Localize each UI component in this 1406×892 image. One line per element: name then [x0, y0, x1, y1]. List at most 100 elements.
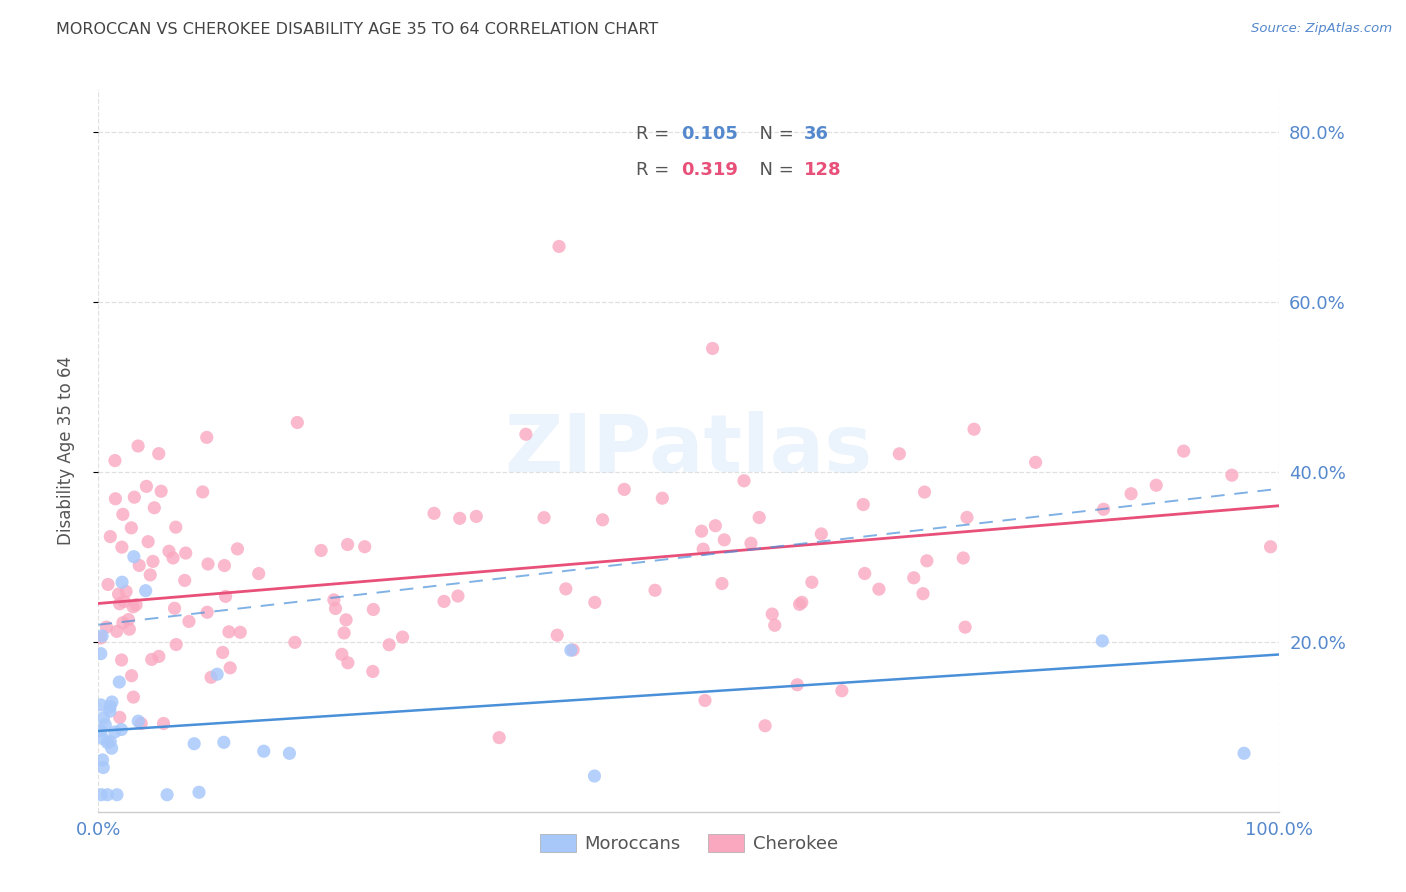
- Point: [200, 670, 222, 684]
- Point: [748, 510, 770, 524]
- Point: [110, 653, 132, 667]
- Point: [96, 788, 118, 802]
- Point: [142, 554, 165, 568]
- Point: [174, 546, 197, 560]
- Point: [100, 741, 122, 756]
- Point: [214, 558, 236, 573]
- Point: [90, 698, 112, 712]
- Point: [205, 667, 228, 681]
- Point: [118, 622, 141, 636]
- Point: [309, 543, 332, 558]
- Point: [253, 744, 276, 758]
- Y-axis label: Disability Age 35 to 64: Disability Age 35 to 64: [56, 356, 75, 545]
- Point: [952, 551, 974, 566]
- Point: [125, 598, 148, 612]
- Point: [583, 769, 606, 783]
- Point: [790, 595, 813, 609]
- Point: [1144, 478, 1167, 492]
- Point: [733, 474, 755, 488]
- Point: [336, 537, 359, 551]
- Point: [127, 439, 149, 453]
- Point: [651, 491, 673, 506]
- Point: [284, 635, 307, 649]
- Point: [533, 510, 555, 524]
- Point: [122, 599, 145, 614]
- Text: N =: N =: [748, 161, 800, 179]
- Point: [104, 491, 127, 506]
- Point: [141, 652, 163, 666]
- Point: [761, 607, 783, 621]
- Point: [90, 788, 112, 802]
- Point: [903, 571, 925, 585]
- Point: [195, 605, 218, 619]
- Point: [702, 342, 724, 356]
- Point: [129, 716, 152, 731]
- Text: R =: R =: [636, 125, 675, 144]
- Text: N =: N =: [748, 125, 800, 144]
- Point: [91, 760, 114, 774]
- Point: [108, 597, 131, 611]
- Point: [115, 584, 138, 599]
- Point: [333, 626, 356, 640]
- Point: [90, 647, 112, 661]
- Point: [91, 753, 114, 767]
- Point: [889, 447, 911, 461]
- Point: [554, 582, 576, 596]
- Point: [956, 510, 979, 524]
- Point: [148, 447, 170, 461]
- Point: [143, 500, 166, 515]
- Point: [754, 719, 776, 733]
- Text: R =: R =: [636, 161, 675, 179]
- Point: [120, 521, 142, 535]
- Point: [1173, 444, 1195, 458]
- Point: [183, 737, 205, 751]
- Point: [96, 736, 118, 750]
- Point: [548, 239, 571, 253]
- Point: [800, 575, 823, 590]
- Point: [105, 788, 128, 802]
- Point: [693, 693, 716, 707]
- Point: [108, 675, 131, 690]
- Point: [148, 649, 170, 664]
- Point: [710, 576, 733, 591]
- Point: [165, 520, 187, 534]
- Point: [852, 498, 875, 512]
- Text: MOROCCAN VS CHEROKEE DISABILITY AGE 35 TO 64 CORRELATION CHART: MOROCCAN VS CHEROKEE DISABILITY AGE 35 T…: [56, 22, 658, 37]
- Point: [93, 711, 115, 725]
- Point: [335, 613, 357, 627]
- Point: [433, 594, 456, 608]
- Point: [94, 717, 117, 731]
- Text: 0.105: 0.105: [681, 125, 738, 144]
- Point: [704, 518, 727, 533]
- Point: [110, 723, 132, 737]
- Point: [391, 630, 413, 644]
- Point: [111, 575, 134, 590]
- Point: [122, 549, 145, 564]
- Point: [1260, 540, 1282, 554]
- Point: [325, 601, 347, 615]
- Point: [111, 540, 134, 554]
- Point: [1092, 502, 1115, 516]
- Point: [124, 490, 146, 504]
- Point: [353, 540, 375, 554]
- Point: [914, 485, 936, 500]
- Point: [111, 508, 134, 522]
- Text: Source: ZipAtlas.com: Source: ZipAtlas.com: [1251, 22, 1392, 36]
- Point: [214, 590, 236, 604]
- Point: [165, 638, 187, 652]
- Point: [361, 665, 384, 679]
- Point: [546, 628, 568, 642]
- Point: [191, 484, 214, 499]
- Text: 128: 128: [804, 161, 841, 179]
- Point: [423, 506, 446, 520]
- Point: [644, 583, 666, 598]
- Point: [378, 638, 401, 652]
- Point: [212, 735, 235, 749]
- Point: [831, 683, 853, 698]
- Point: [117, 613, 139, 627]
- Point: [162, 550, 184, 565]
- Point: [150, 484, 173, 499]
- Point: [363, 602, 385, 616]
- Point: [447, 589, 470, 603]
- Point: [330, 648, 353, 662]
